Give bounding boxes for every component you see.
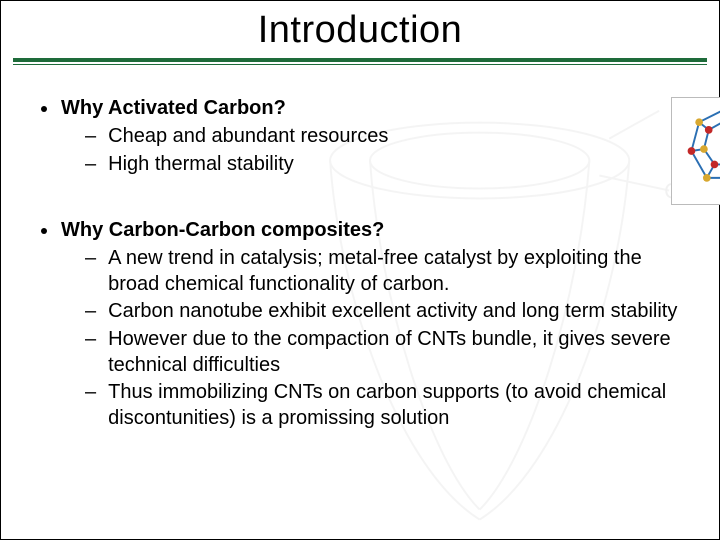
bullet-lvl2: – Thus immobilizing CNTs on carbon suppo…	[85, 380, 679, 431]
bullet-lvl2: – However due to the compaction of CNTs …	[85, 327, 679, 378]
slide-title: Introduction	[1, 9, 719, 52]
bullet-sub: A new trend in catalysis; metal-free cat…	[108, 246, 679, 297]
figure-fullerene	[671, 97, 720, 205]
bullet-lvl1: Why Carbon-Carbon composites?	[41, 219, 679, 242]
bullet-dash-icon: –	[85, 124, 96, 150]
bullet-heading: Why Activated Carbon?	[61, 97, 286, 120]
bullet-lvl2: – High thermal stability	[85, 152, 679, 178]
bullet-lvl2: – Carbon nanotube exhibit excellent acti…	[85, 299, 679, 325]
bullet-dash-icon: –	[85, 327, 96, 353]
bullet-sub: Carbon nanotube exhibit excellent activi…	[108, 299, 677, 325]
bullet-sub: Cheap and abundant resources	[108, 124, 388, 150]
bullet-group-1: Why Carbon-Carbon composites? – A new tr…	[41, 219, 679, 431]
bullet-dot-icon	[41, 106, 47, 112]
bullet-sub: High thermal stability	[108, 152, 294, 178]
bullet-dash-icon: –	[85, 152, 96, 178]
title-rule-thick	[13, 58, 707, 62]
bullet-lvl1: Why Activated Carbon?	[41, 97, 679, 120]
fullerene-icon	[678, 103, 720, 199]
bullet-lvl2: – Cheap and abundant resources	[85, 124, 679, 150]
bullet-dash-icon: –	[85, 380, 96, 406]
bullet-group-0: Why Activated Carbon? – Cheap and abunda…	[41, 97, 679, 177]
bullet-dash-icon: –	[85, 299, 96, 325]
bullet-dot-icon	[41, 228, 47, 234]
bullet-dash-icon: –	[85, 246, 96, 272]
bullet-content: Why Activated Carbon? – Cheap and abunda…	[1, 65, 719, 431]
bullet-heading: Why Carbon-Carbon composites?	[61, 219, 384, 242]
bullet-lvl2: – A new trend in catalysis; metal-free c…	[85, 246, 679, 297]
bullet-sub: Thus immobilizing CNTs on carbon support…	[108, 380, 679, 431]
bullet-sub: However due to the compaction of CNTs bu…	[108, 327, 679, 378]
